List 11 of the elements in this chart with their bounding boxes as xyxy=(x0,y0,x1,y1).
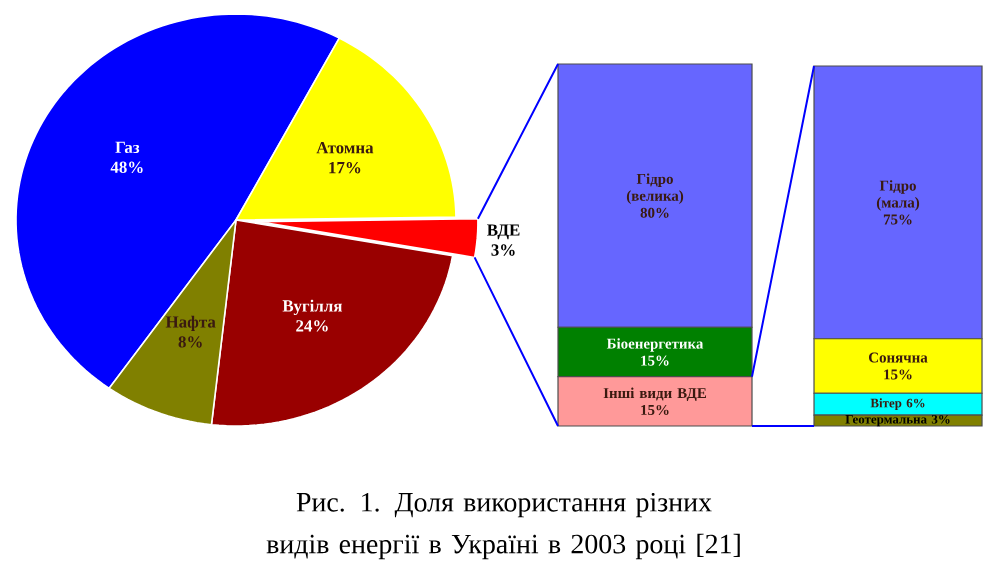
data-label: 17% xyxy=(329,161,361,174)
slice-label: ВДЕ xyxy=(487,224,520,240)
data-label: 8% xyxy=(178,336,202,348)
slice-label: Нафта xyxy=(165,315,216,332)
data-label: 24% xyxy=(296,320,328,332)
slice-label: Вугілля xyxy=(282,299,343,316)
slice-label: Газ xyxy=(115,141,140,154)
data-label: 3% xyxy=(491,244,515,256)
slice-label: Атомна xyxy=(316,142,374,154)
data-label: 48% xyxy=(110,161,143,174)
text: Рис. 1. Доля використання різних видів енергії в Україні в 2003 році [21] xyxy=(266,492,740,560)
